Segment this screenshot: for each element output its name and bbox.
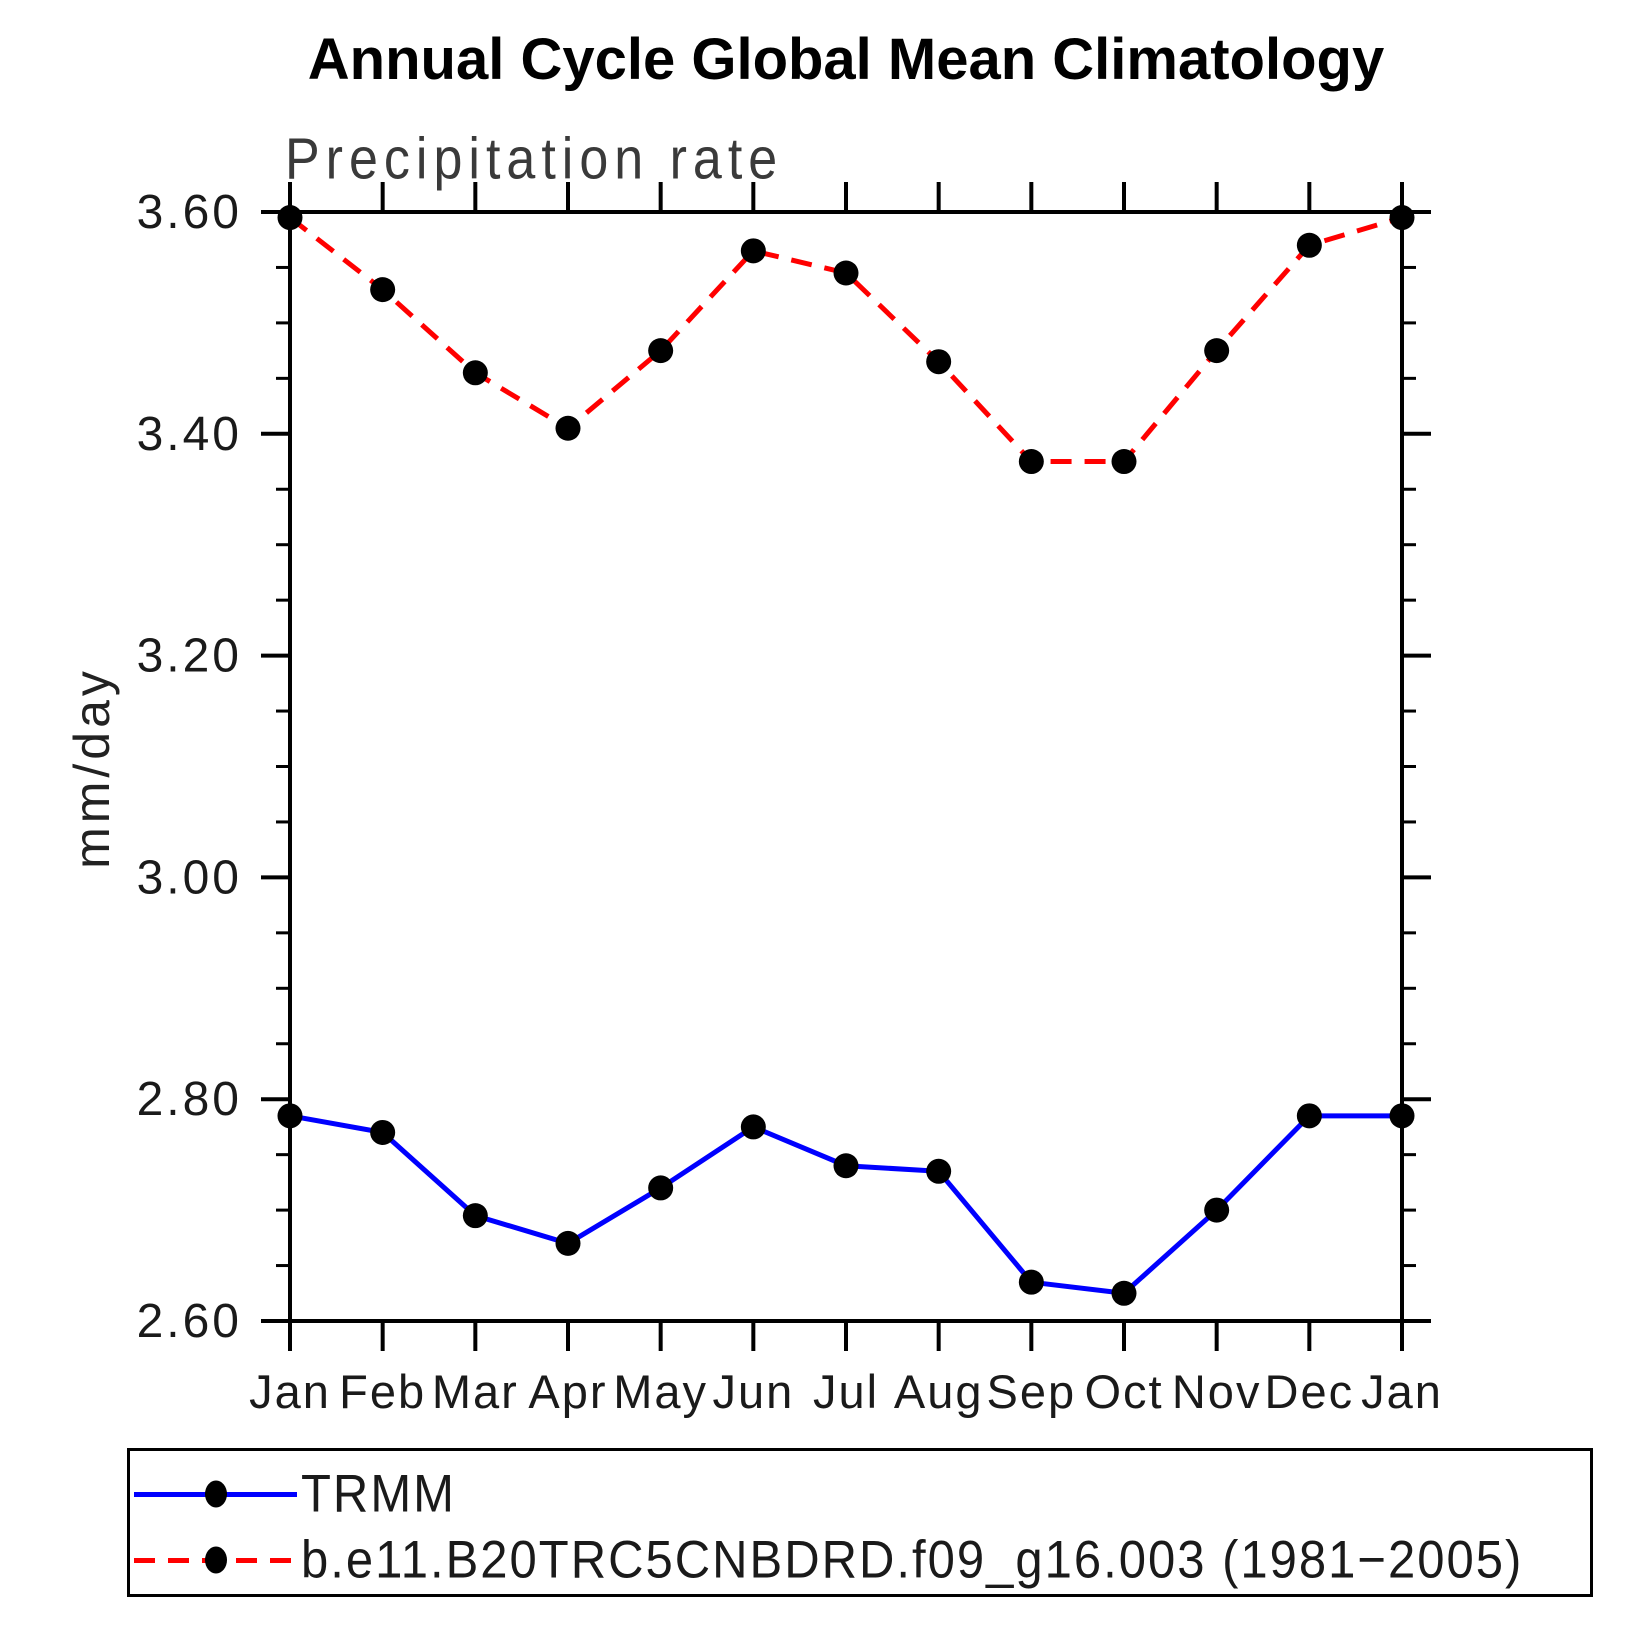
data-point-marker [370, 1119, 396, 1145]
data-point-marker [740, 238, 766, 264]
data-point-marker [1296, 232, 1322, 258]
x-tick-label: Sep [987, 1365, 1077, 1418]
data-point-marker [1296, 1103, 1322, 1129]
x-tick-label: May [613, 1365, 708, 1418]
legend-label-model: b.e11.B20TRC5CNBDRD.f09_g16.003 (1981−20… [301, 1530, 1524, 1590]
data-point-marker [1389, 205, 1415, 231]
x-tick-label: Dec [1265, 1365, 1355, 1418]
data-point-marker [277, 205, 303, 231]
legend-marker-dot [204, 1480, 227, 1508]
y-tick-label: 3.20 [137, 630, 242, 683]
legend-item-model: b.e11.B20TRC5CNBDRD.f09_g16.003 (1981−20… [134, 1531, 1523, 1589]
x-tick-label: Jun [712, 1365, 794, 1418]
x-tick-label: Feb [339, 1365, 426, 1418]
legend-item-trmm: TRMM [134, 1465, 456, 1523]
x-tick-label: Jan [1361, 1365, 1443, 1418]
legend-label-trmm: TRMM [301, 1464, 456, 1524]
x-tick-label: Jul [813, 1365, 879, 1418]
data-point-marker [740, 1114, 766, 1140]
chart-title: Annual Cycle Global Mean Climatology [307, 27, 1385, 92]
data-point-marker [926, 1158, 952, 1184]
data-point-marker [555, 415, 581, 441]
data-point-marker [833, 260, 859, 286]
y-tick-label: 3.40 [137, 408, 242, 461]
data-point-marker [555, 1230, 581, 1256]
y-tick-label: 3.60 [137, 186, 242, 239]
data-point-marker [1111, 449, 1137, 475]
data-point-marker [1204, 338, 1230, 364]
legend-marker-dot [204, 1546, 227, 1574]
data-point-marker [1204, 1197, 1230, 1223]
x-tick-label: Mar [432, 1365, 519, 1418]
data-point-marker [370, 277, 396, 303]
legend-line-sample-trmm [134, 1480, 297, 1508]
legend: TRMM b.e11.B20TRC5CNBDRD.f09_g16.003 (19… [127, 1448, 1593, 1597]
y-tick-label: 2.60 [137, 1295, 242, 1348]
data-point-marker [277, 1103, 303, 1129]
series-trmm-line [289, 1113, 1402, 1296]
data-point-marker [1389, 1103, 1415, 1129]
data-point-marker [1018, 1269, 1044, 1295]
data-point-marker [462, 360, 488, 386]
data-point-marker [1018, 449, 1044, 475]
series-model-line [288, 215, 1403, 465]
data-point-marker [926, 349, 952, 375]
data-point-marker [462, 1203, 488, 1229]
x-tick-label: Jan [249, 1365, 331, 1418]
chart-subtitle: Precipitation rate [285, 127, 784, 193]
data-point-marker [833, 1153, 859, 1179]
y-tick-label: 3.00 [137, 851, 242, 904]
x-tick-label: Oct [1084, 1365, 1163, 1418]
y-tick-label: 2.80 [137, 1073, 242, 1126]
legend-line-sample-model [134, 1546, 297, 1574]
x-tick-label: Nov [1172, 1365, 1262, 1418]
x-tick-label: Aug [894, 1365, 984, 1418]
data-point-marker [648, 338, 674, 364]
data-point-marker [1111, 1280, 1137, 1306]
data-point-marker [648, 1175, 674, 1201]
x-tick-label: Apr [528, 1365, 607, 1418]
